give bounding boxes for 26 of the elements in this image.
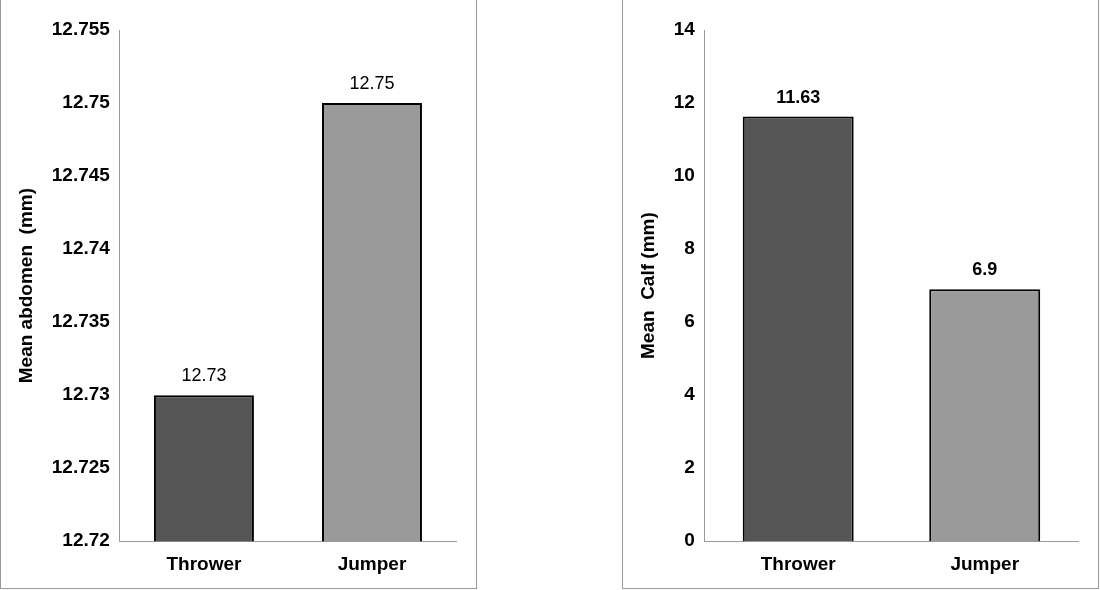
y-tick-label: 12.725 bbox=[51, 456, 111, 478]
y-axis-title: Mean abdomen (mm) bbox=[14, 187, 36, 384]
y-tick-label: 12.75 bbox=[62, 91, 111, 113]
y-tick-label: 0 bbox=[684, 529, 695, 551]
y-tick-label: 12.755 bbox=[51, 18, 111, 40]
x-tick-label: Thrower bbox=[166, 552, 243, 574]
y-tick-label: 10 bbox=[673, 164, 695, 186]
y-tick-label: 6 bbox=[684, 310, 695, 332]
y-tick-label: 4 bbox=[684, 383, 696, 405]
x-tick-label: Thrower bbox=[760, 552, 837, 574]
y-tick-label: 2 bbox=[684, 456, 695, 478]
y-tick-label: 12.72 bbox=[62, 529, 110, 551]
y-axis-title: Mean Calf (mm) bbox=[636, 212, 658, 359]
x-tick-label: Jumper bbox=[950, 552, 1020, 574]
y-tick-label: 12.735 bbox=[51, 310, 111, 332]
data-label: 12.75 bbox=[349, 73, 395, 93]
data-label: 11.63 bbox=[776, 86, 821, 107]
data-label: 6.9 bbox=[972, 259, 998, 280]
data-label: 12.73 bbox=[181, 365, 227, 386]
y-tick-label: 12.745 bbox=[51, 164, 111, 186]
x-tick-label: Jumper bbox=[337, 552, 407, 574]
y-tick-label: 12 bbox=[673, 91, 695, 113]
y-tick-label: 14 bbox=[673, 18, 696, 40]
y-tick-label: 8 bbox=[684, 237, 695, 259]
y-tick-label: 12.73 bbox=[62, 383, 110, 405]
y-tick-label: 12.74 bbox=[62, 237, 111, 259]
